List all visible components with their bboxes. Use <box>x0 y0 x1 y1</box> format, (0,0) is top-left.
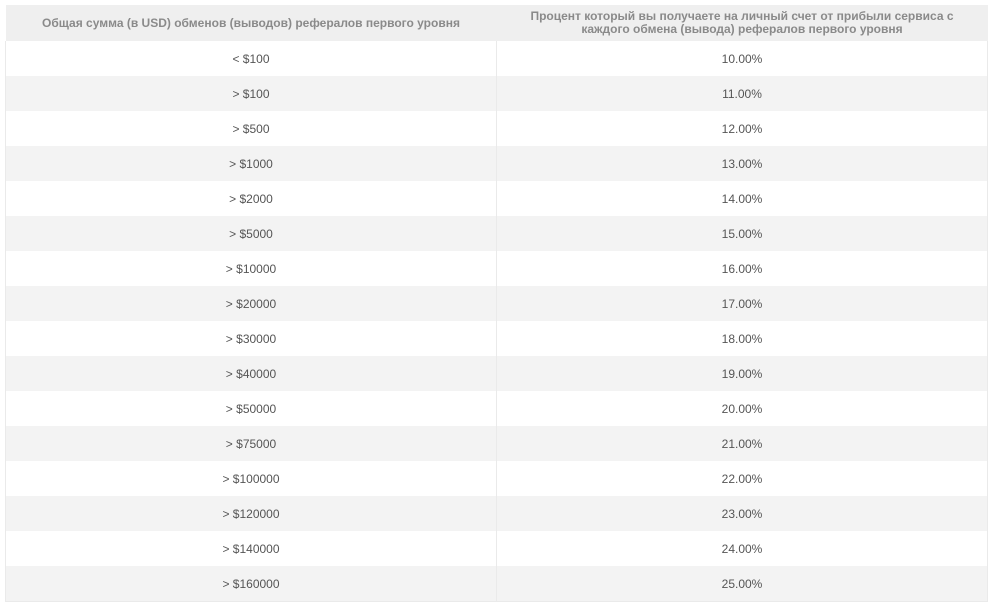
amount-cell: < $100 <box>5 41 497 76</box>
header-row: Общая сумма (в USD) обменов (выводов) ре… <box>5 5 988 41</box>
table-head: Общая сумма (в USD) обменов (выводов) ре… <box>5 5 988 41</box>
percent-cell: 16.00% <box>496 251 988 286</box>
amount-cell: > $30000 <box>5 321 497 356</box>
percent-cell: 21.00% <box>496 426 988 461</box>
percent-cell: 17.00% <box>496 286 988 321</box>
table-row: > $5000 15.00% <box>5 216 988 251</box>
percent-cell: 11.00% <box>496 76 988 111</box>
percent-cell: 10.00% <box>496 41 988 76</box>
amount-cell: > $40000 <box>5 356 497 391</box>
amount-cell: > $50000 <box>5 391 497 426</box>
amount-cell: > $1000 <box>5 146 497 181</box>
percent-cell: 25.00% <box>496 566 988 602</box>
percent-cell: 19.00% <box>496 356 988 391</box>
header-cell: Общая сумма (в USD) обменов (выводов) ре… <box>5 5 497 41</box>
table-row: < $100 10.00% <box>5 41 988 76</box>
table-row: > $40000 19.00% <box>5 356 988 391</box>
percent-cell: 24.00% <box>496 531 988 566</box>
table-row: > $500 12.00% <box>5 111 988 146</box>
table-row: > $20000 17.00% <box>5 286 988 321</box>
percent-cell: 14.00% <box>496 181 988 216</box>
amount-cell: > $5000 <box>5 216 497 251</box>
table-row: > $100000 22.00% <box>5 461 988 496</box>
percent-cell: 12.00% <box>496 111 988 146</box>
amount-cell: > $100000 <box>5 461 497 496</box>
amount-cell: > $75000 <box>5 426 497 461</box>
table-row: > $2000 14.00% <box>5 181 988 216</box>
amount-cell: > $500 <box>5 111 497 146</box>
header-cell: Процент который вы получаете на личный с… <box>496 5 988 41</box>
percent-cell: 13.00% <box>496 146 988 181</box>
percent-cell: 18.00% <box>496 321 988 356</box>
table-row: > $140000 24.00% <box>5 531 988 566</box>
percent-cell: 15.00% <box>496 216 988 251</box>
amount-cell: > $100 <box>5 76 497 111</box>
table-row: > $100 11.00% <box>5 76 988 111</box>
amount-cell: > $10000 <box>5 251 497 286</box>
table-row: > $30000 18.00% <box>5 321 988 356</box>
amount-cell: > $140000 <box>5 531 497 566</box>
amount-cell: > $120000 <box>5 496 497 531</box>
percent-cell: 23.00% <box>496 496 988 531</box>
amount-cell: > $2000 <box>5 181 497 216</box>
table-row: > $50000 20.00% <box>5 391 988 426</box>
percent-cell: 22.00% <box>496 461 988 496</box>
table-row: > $10000 16.00% <box>5 251 988 286</box>
amount-cell: > $20000 <box>5 286 497 321</box>
table-body: < $100 10.00% > $100 11.00% > $500 12.00% > $1… <box>5 41 988 602</box>
table-row: > $160000 25.00% <box>5 566 988 602</box>
table-row: > $1000 13.00% <box>5 146 988 181</box>
table-row: > $75000 21.00% <box>5 426 988 461</box>
percent-cell: 20.00% <box>496 391 988 426</box>
amount-cell: > $160000 <box>5 566 497 602</box>
table-row: > $120000 23.00% <box>5 496 988 531</box>
referral-table: Общая сумма (в USD) обменов (выводов) ре… <box>5 5 988 602</box>
